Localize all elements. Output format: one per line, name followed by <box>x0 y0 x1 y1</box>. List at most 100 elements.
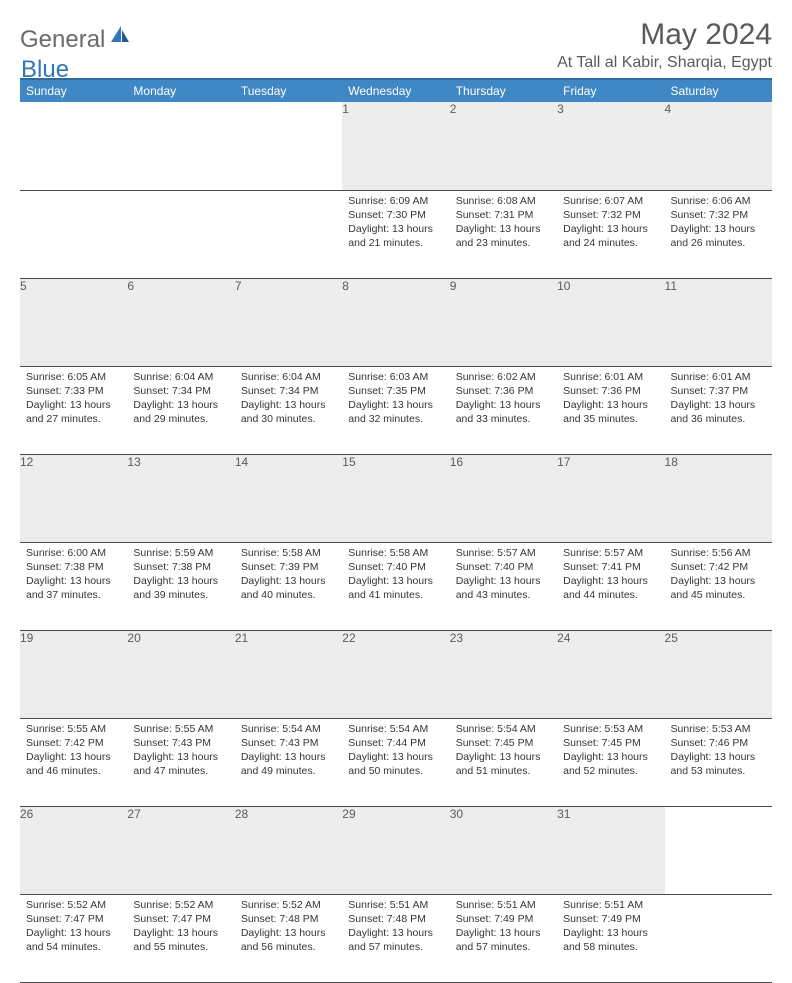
brand-logo: General <box>20 24 131 55</box>
day-details: Sunrise: 5:59 AMSunset: 7:38 PMDaylight:… <box>127 543 234 609</box>
day-cell: Sunrise: 5:58 AMSunset: 7:39 PMDaylight:… <box>235 542 342 630</box>
day-number: 2 <box>450 102 557 190</box>
daylight-text: and 21 minutes. <box>348 236 443 250</box>
day-number: 19 <box>20 630 127 718</box>
week-row: Sunrise: 6:05 AMSunset: 7:33 PM Daylight:… <box>20 366 772 454</box>
daylight-text: Daylight: 13 hours <box>241 926 336 940</box>
day-details: Sunrise: 6:04 AMSunset: 7:34 PMDaylight:… <box>127 367 234 433</box>
daylight-text: Daylight: 13 hours <box>563 222 658 236</box>
day-number: 17 <box>557 454 664 542</box>
daylight-text: and 53 minutes. <box>671 764 766 778</box>
daylight-text: Daylight: 13 hours <box>671 222 766 236</box>
daylight-text: Daylight: 13 hours <box>456 398 551 412</box>
sunrise-text: Sunrise: 5:52 AM <box>26 898 121 912</box>
daylight-text: and 39 minutes. <box>133 588 228 602</box>
day-details: Sunrise: 6:00 AMSunset: 7:38 PMDaylight:… <box>20 543 127 609</box>
sunset-text: Sunset: 7:33 PM <box>26 384 121 398</box>
daylight-text: Daylight: 13 hours <box>671 574 766 588</box>
day-number: 1 <box>342 102 449 190</box>
day-details: Sunrise: 6:06 AMSunset: 7:32 PMDaylight:… <box>665 191 772 257</box>
day-cell <box>20 190 127 278</box>
day-number-row: 567891011 <box>20 278 772 366</box>
day-number: 18 <box>665 454 772 542</box>
daylight-text: and 32 minutes. <box>348 412 443 426</box>
day-cell: Sunrise: 5:52 AMSunset: 7:47 PMDaylight:… <box>20 894 127 982</box>
day-number-row: 262728293031 <box>20 806 772 894</box>
sunset-text: Sunset: 7:45 PM <box>456 736 551 750</box>
day-cell: Sunrise: 6:01 AMSunset: 7:37 PMDaylight:… <box>665 366 772 454</box>
day-number: 29 <box>342 806 449 894</box>
sunrise-text: Sunrise: 5:56 AM <box>671 546 766 560</box>
sunrise-text: Sunrise: 6:05 AM <box>26 370 121 384</box>
sunset-text: Sunset: 7:35 PM <box>348 384 443 398</box>
sunrise-text: Sunrise: 5:57 AM <box>456 546 551 560</box>
day-number: 25 <box>665 630 772 718</box>
day-details: Sunrise: 6:04 AMSunset: 7:34 PMDaylight:… <box>235 367 342 433</box>
daylight-text: Daylight: 13 hours <box>348 574 443 588</box>
day-details: Sunrise: 5:53 AMSunset: 7:46 PMDaylight:… <box>665 719 772 785</box>
day-details: Sunrise: 5:57 AMSunset: 7:41 PMDaylight:… <box>557 543 664 609</box>
day-cell: Sunrise: 5:57 AMSunset: 7:40 PMDaylight:… <box>450 542 557 630</box>
week-row: Sunrise: 6:09 AMSunset: 7:30 PMDaylight:… <box>20 190 772 278</box>
daylight-text: Daylight: 13 hours <box>563 398 658 412</box>
daylight-text: and 58 minutes. <box>563 940 658 954</box>
day-cell: Sunrise: 6:04 AMSunset: 7:34 PMDaylight:… <box>235 366 342 454</box>
day-details: Sunrise: 5:52 AMSunset: 7:47 PMDaylight:… <box>127 895 234 961</box>
day-number: 31 <box>557 806 664 894</box>
day-number: 13 <box>127 454 234 542</box>
sunrise-text: Sunrise: 6:00 AM <box>26 546 121 560</box>
day-cell: Sunrise: 6:04 AMSunset: 7:34 PMDaylight:… <box>127 366 234 454</box>
sunset-text: Sunset: 7:41 PM <box>563 560 658 574</box>
daylight-text: and 54 minutes. <box>26 940 121 954</box>
day-number: 24 <box>557 630 664 718</box>
day-cell: Sunrise: 6:02 AMSunset: 7:36 PMDaylight:… <box>450 366 557 454</box>
sunset-text: Sunset: 7:45 PM <box>563 736 658 750</box>
daylight-text: and 24 minutes. <box>563 236 658 250</box>
day-number: 12 <box>20 454 127 542</box>
weekday-header: Friday <box>557 79 664 102</box>
day-cell: Sunrise: 6:06 AMSunset: 7:32 PMDaylight:… <box>665 190 772 278</box>
sunrise-text: Sunrise: 6:06 AM <box>671 194 766 208</box>
day-details: Sunrise: 5:53 AMSunset: 7:45 PMDaylight:… <box>557 719 664 785</box>
daylight-text: Daylight: 13 hours <box>563 750 658 764</box>
sunrise-text: Sunrise: 6:04 AM <box>241 370 336 384</box>
daylight-text: and 26 minutes. <box>671 236 766 250</box>
daylight-text: Daylight: 13 hours <box>348 926 443 940</box>
weekday-header: Saturday <box>665 79 772 102</box>
day-cell <box>235 190 342 278</box>
day-details: Sunrise: 6:08 AMSunset: 7:31 PMDaylight:… <box>450 191 557 257</box>
daylight-text: Daylight: 13 hours <box>456 750 551 764</box>
day-cell: Sunrise: 5:57 AMSunset: 7:41 PMDaylight:… <box>557 542 664 630</box>
day-details: Sunrise: 6:07 AMSunset: 7:32 PMDaylight:… <box>557 191 664 257</box>
daylight-text: Daylight: 13 hours <box>133 398 228 412</box>
daylight-text: Daylight: 13 hours <box>348 750 443 764</box>
day-details: Sunrise: 6:09 AMSunset: 7:30 PMDaylight:… <box>342 191 449 257</box>
daylight-text: Daylight: 13 hours <box>241 750 336 764</box>
daylight-text: and 23 minutes. <box>456 236 551 250</box>
day-cell: Sunrise: 6:08 AMSunset: 7:31 PMDaylight:… <box>450 190 557 278</box>
sunrise-text: Sunrise: 5:52 AM <box>133 898 228 912</box>
day-cell: Sunrise: 6:09 AMSunset: 7:30 PMDaylight:… <box>342 190 449 278</box>
sunset-text: Sunset: 7:34 PM <box>133 384 228 398</box>
weekday-header: Wednesday <box>342 79 449 102</box>
day-number-row: 12131415161718 <box>20 454 772 542</box>
day-number: 20 <box>127 630 234 718</box>
sunrise-text: Sunrise: 5:53 AM <box>563 722 658 736</box>
day-number: 8 <box>342 278 449 366</box>
sunrise-text: Sunrise: 6:09 AM <box>348 194 443 208</box>
day-cell: Sunrise: 5:58 AMSunset: 7:40 PMDaylight:… <box>342 542 449 630</box>
daylight-text: and 55 minutes. <box>133 940 228 954</box>
brand-part2: Blue <box>21 56 69 84</box>
daylight-text: and 57 minutes. <box>456 940 551 954</box>
day-number <box>665 806 772 894</box>
sunrise-text: Sunrise: 5:59 AM <box>133 546 228 560</box>
day-number <box>127 102 234 190</box>
day-details: Sunrise: 5:52 AMSunset: 7:48 PMDaylight:… <box>235 895 342 961</box>
sunrise-text: Sunrise: 6:07 AM <box>563 194 658 208</box>
day-number: 16 <box>450 454 557 542</box>
sunset-text: Sunset: 7:43 PM <box>133 736 228 750</box>
day-cell <box>665 894 772 982</box>
day-details: Sunrise: 5:52 AMSunset: 7:47 PMDaylight:… <box>20 895 127 961</box>
sunset-text: Sunset: 7:31 PM <box>456 208 551 222</box>
sunset-text: Sunset: 7:47 PM <box>133 912 228 926</box>
